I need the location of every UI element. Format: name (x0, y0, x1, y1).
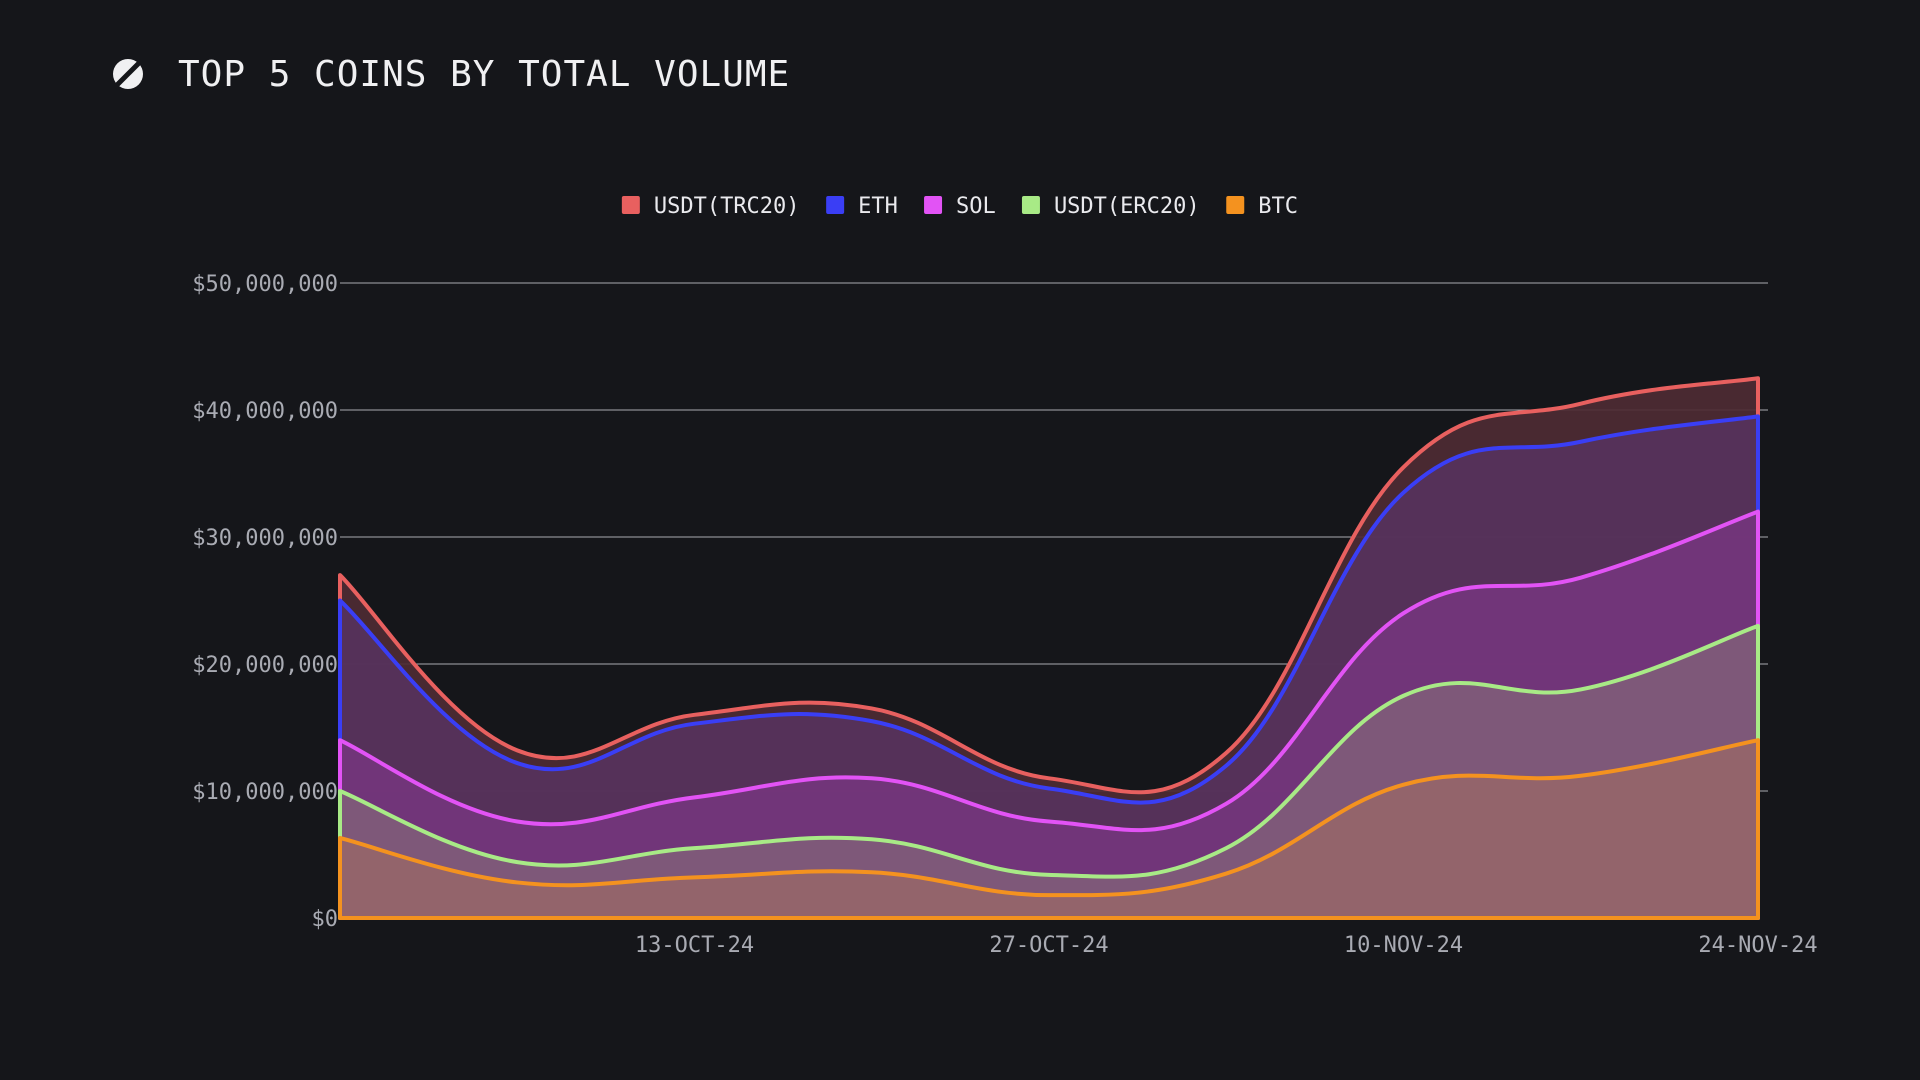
legend: USDT(TRC20) ETH SOL USDT(ERC20) BTC (621, 194, 1298, 219)
x-tick-label: 10-NOV-24 (1344, 933, 1463, 958)
legend-item-usdt-erc20[interactable]: USDT(ERC20) (1021, 194, 1200, 219)
legend-label: SOL (956, 194, 996, 219)
slash-circle-logo-icon (113, 59, 143, 89)
legend-label: ETH (858, 194, 898, 219)
line-btc (338, 738, 1760, 920)
legend-label: USDT(TRC20) (654, 194, 800, 219)
y-tick-label: $40,000,000 (192, 399, 338, 424)
legend-label: USDT(ERC20) (1054, 194, 1200, 219)
x-tick-label: 13-OCT-24 (635, 933, 754, 958)
chart-title: TOP 5 COINS BY TOTAL VOLUME (178, 53, 791, 95)
x-tick-label: 27-OCT-24 (989, 933, 1108, 958)
series-lines (338, 376, 1760, 920)
x-tick-label: 24-NOV-24 (1698, 933, 1817, 958)
legend-swatch (1021, 196, 1040, 214)
y-tick-label: $10,000,000 (192, 780, 338, 805)
y-tick-label: $50,000,000 (192, 272, 338, 297)
line-usdt-erc20 (338, 623, 1760, 920)
line-usdt-trc20 (338, 376, 1760, 920)
legend-item-btc[interactable]: BTC (1226, 194, 1298, 219)
legend-swatch (924, 196, 943, 214)
legend-swatch (1226, 196, 1245, 214)
y-tick-label: $30,000,000 (192, 526, 338, 551)
legend-item-eth[interactable]: ETH (826, 194, 898, 219)
y-tick-label: $0 (312, 907, 339, 932)
chart-header: TOP 5 COINS BY TOTAL VOLUME (108, 52, 790, 96)
legend-item-usdt-trc20[interactable]: USDT(TRC20) (621, 194, 800, 219)
legend-swatch (826, 196, 845, 214)
legend-swatch (621, 196, 640, 214)
line-eth (338, 414, 1760, 920)
legend-label: BTC (1258, 194, 1298, 219)
y-tick-label: $20,000,000 (192, 653, 338, 678)
series-areas (340, 378, 1758, 918)
legend-item-sol[interactable]: SOL (924, 194, 996, 219)
line-sol (338, 509, 1760, 920)
axes: $0 $10,000,000 $20,000,000 $30,000,000 $40,0… (192, 272, 1817, 958)
